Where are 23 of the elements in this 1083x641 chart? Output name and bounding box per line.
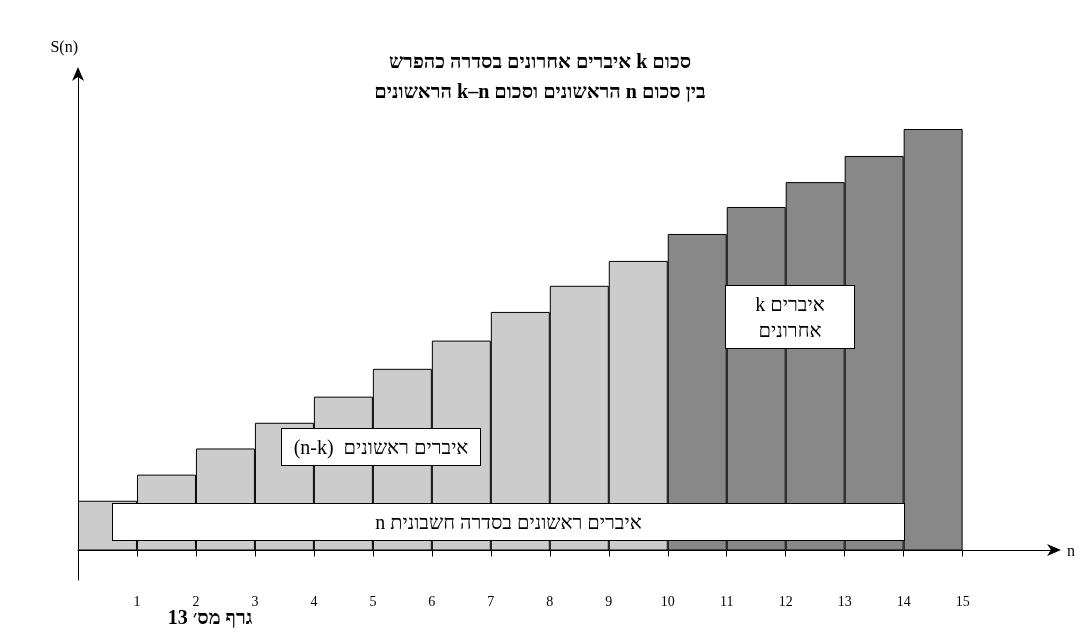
x-axis-title: n	[1067, 542, 1075, 559]
x-tick-label: 5	[369, 593, 377, 609]
x-tick-label: 12	[778, 593, 793, 609]
text: גרף מס׳ 13	[167, 606, 253, 628]
label-box: n איברים ראשונים בסדרה חשבונית	[112, 503, 905, 541]
x-tick-label: 13	[837, 593, 852, 609]
x-tick-label: 10	[660, 593, 675, 609]
x-tick-label: 1	[133, 593, 141, 609]
x-tick-label: 11	[719, 593, 734, 609]
x-tick-label: 4	[310, 593, 318, 609]
x-tick-label: 9	[605, 593, 613, 609]
label-box: k איברים אחרונים	[725, 285, 855, 349]
x-tick-label: 8	[546, 593, 554, 609]
y-axis-title: S(n)	[50, 37, 78, 56]
x-tick-label: 3	[251, 593, 259, 609]
x-tick-label: 15	[955, 593, 970, 609]
label-box: (n-k) איברים ראשונים	[281, 428, 481, 466]
chart-title: סכום k איברים אחרונים בסדרה כהפרש	[387, 50, 693, 73]
x-tick-label: 7	[487, 593, 495, 609]
x-tick-label: 6	[428, 593, 436, 609]
x-tick-label: 2	[192, 593, 200, 609]
x-tick-label: 14	[896, 593, 911, 609]
chart-subtitle: בין סכום n הראשונים וסכום k–n הראשונים	[373, 80, 707, 103]
